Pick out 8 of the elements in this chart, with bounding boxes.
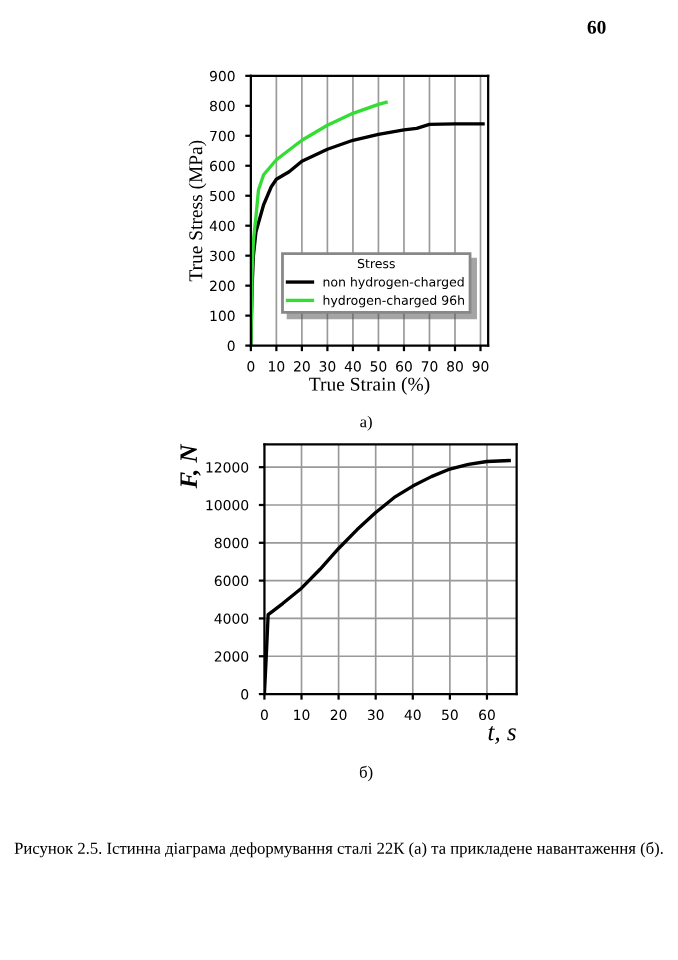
text: б) <box>359 765 373 782</box>
x-axis-title: t, s <box>488 726 516 744</box>
y-axis-title: True Stress (MPa) <box>188 140 207 282</box>
text: а) <box>360 415 372 431</box>
x-axis-title: True Strain (%) <box>309 377 430 395</box>
y-axis-title: F, N <box>180 443 201 489</box>
text: Рисунок 2.5. Істинна діаграма деформування сталі 22К (а) та прикладене навантаження (б). <box>14 841 663 858</box>
text: 60 <box>587 20 606 34</box>
